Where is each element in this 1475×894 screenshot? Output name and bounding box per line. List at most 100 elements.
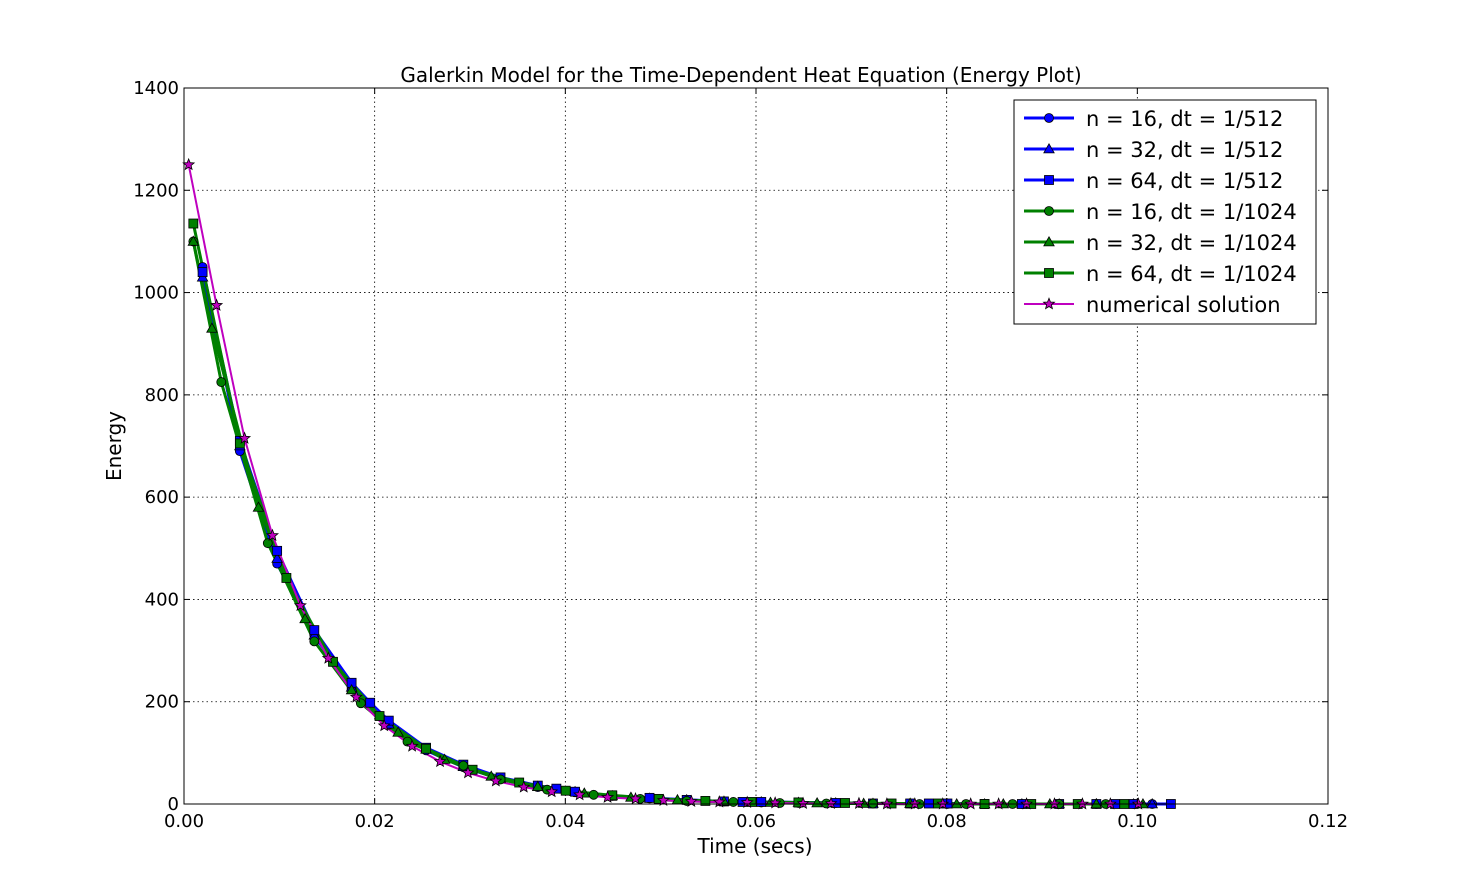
- data-point: [374, 711, 385, 721]
- data-point: [768, 796, 782, 809]
- legend-swatch-marker: [1044, 268, 1054, 278]
- data-point: [281, 573, 292, 583]
- data-point: [1020, 797, 1034, 810]
- data-point: [796, 796, 810, 810]
- data-point: [756, 797, 767, 807]
- y-tick-label: 1400: [133, 78, 179, 99]
- data-point: [964, 797, 978, 810]
- data-point: [728, 797, 739, 807]
- y-tick-label: 200: [145, 692, 179, 713]
- data-point: [1047, 797, 1061, 810]
- grid: [184, 88, 1328, 804]
- data-point: [206, 322, 218, 333]
- legend-swatch-marker: [1044, 113, 1054, 123]
- data-point: [405, 739, 419, 752]
- x-axis-title: Time (secs): [696, 834, 812, 858]
- data-point: [345, 683, 358, 695]
- data-point: [182, 157, 196, 171]
- data-point: [365, 697, 376, 708]
- legend-swatch-marker: [1043, 236, 1055, 247]
- data-point: [880, 797, 894, 810]
- data-point: [377, 718, 391, 732]
- data-point: [824, 796, 838, 810]
- legend-label: n = 64, dt = 1/1024: [1086, 262, 1297, 286]
- data-point: [293, 598, 307, 612]
- data-point: [458, 760, 469, 771]
- x-tick-label: 0.00: [164, 811, 204, 832]
- data-point: [265, 528, 279, 542]
- x-tick-label: 0.06: [736, 811, 776, 832]
- data-point: [656, 793, 670, 806]
- y-tick-label: 800: [145, 385, 179, 406]
- data-point: [309, 625, 320, 636]
- data-point: [489, 774, 503, 787]
- data-point: [588, 789, 599, 800]
- data-point: [560, 785, 571, 796]
- legend-label: n = 64, dt = 1/512: [1086, 169, 1283, 193]
- data-point: [216, 377, 227, 387]
- data-point: [299, 612, 311, 624]
- data-point: [1146, 798, 1159, 809]
- data-point: [1103, 797, 1117, 810]
- data-point: [433, 754, 447, 768]
- data-point: [531, 780, 544, 791]
- x-tick-label: 0.12: [1308, 811, 1348, 832]
- data-point: [392, 726, 404, 737]
- y-tick-label: 600: [145, 487, 179, 508]
- legend-swatch-marker: [1042, 297, 1056, 310]
- data-point: [740, 795, 754, 809]
- ticks: 0.00 0.02 0.04 0.06 0.08 0.10 0.12 0 200 400 600 80…: [133, 78, 1348, 832]
- data-point: [601, 790, 615, 803]
- legend-swatch-marker: [1044, 206, 1054, 216]
- legend: n = 16, dt = 1/512 n = 32, dt = 1/512 n = …: [1013, 99, 1317, 325]
- data-point: [644, 792, 655, 803]
- data-point: [238, 431, 252, 444]
- data-point: [1090, 798, 1103, 809]
- data-point: [349, 690, 363, 703]
- x-tick-label: 0.08: [927, 811, 967, 832]
- data-point: [1131, 797, 1145, 810]
- data-point: [309, 636, 320, 647]
- legend-label: n = 32, dt = 1/1024: [1086, 231, 1297, 255]
- data-point: [950, 798, 963, 809]
- data-point: [573, 787, 587, 801]
- data-point: [517, 780, 531, 793]
- data-point: [840, 798, 850, 808]
- y-tick-label: 1200: [133, 180, 179, 201]
- data-point: [811, 796, 823, 808]
- data-point: [187, 235, 200, 246]
- data-point: [252, 501, 265, 512]
- legend-label: n = 32, dt = 1/512: [1086, 138, 1283, 162]
- x-tick-label: 0.10: [1117, 811, 1157, 832]
- data-point: [421, 743, 431, 754]
- data-point: [234, 438, 245, 449]
- data-point: [700, 796, 711, 806]
- legend-swatch-marker: [1044, 175, 1054, 185]
- legend-label: n = 16, dt = 1/512: [1086, 107, 1283, 131]
- chart-title: Galerkin Model for the Time-Dependent He…: [400, 63, 1081, 87]
- y-tick-label: 400: [145, 589, 179, 610]
- data-point: [868, 798, 878, 809]
- data-point: [923, 798, 934, 809]
- data-point: [197, 267, 208, 278]
- data-point: [461, 765, 475, 779]
- data-point: [272, 545, 283, 556]
- data-point: [271, 552, 284, 563]
- x-tick-label: 0.04: [545, 811, 585, 832]
- legend-label: n = 16, dt = 1/1024: [1086, 200, 1297, 224]
- data-point: [852, 796, 866, 810]
- y-tick-label: 0: [168, 794, 179, 815]
- data-point: [992, 797, 1006, 810]
- data-point: [908, 797, 922, 810]
- y-axis-title: Energy: [102, 411, 126, 481]
- data-point: [262, 538, 273, 549]
- y-tick-label: 1000: [133, 283, 179, 304]
- data-point: [210, 298, 224, 311]
- data-point: [1075, 797, 1089, 810]
- legend-label: numerical solution: [1086, 293, 1281, 317]
- data-point: [628, 792, 643, 805]
- x-tick-label: 0.02: [355, 811, 395, 832]
- data-point: [321, 651, 335, 664]
- data-point: [545, 784, 559, 798]
